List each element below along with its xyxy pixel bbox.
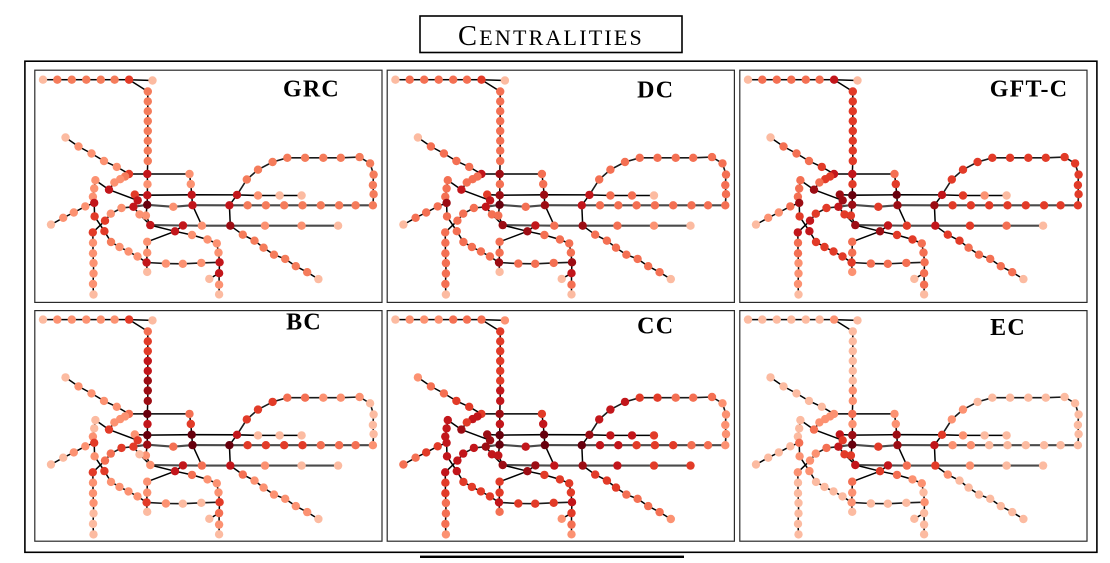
svg-text:BC: BC [286,309,322,335]
svg-text:GFT-C: GFT-C [990,76,1068,102]
svg-text:CC: CC [637,313,674,339]
svg-text:EC: EC [990,315,1026,341]
svg-text:GRC: GRC [283,77,340,103]
svg-text:DC: DC [637,77,674,103]
svg-text:CENTRALITIES: CENTRALITIES [458,21,644,52]
